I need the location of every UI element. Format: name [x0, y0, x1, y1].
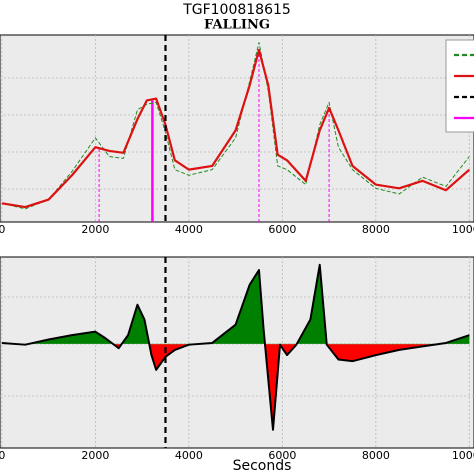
- x-tick-label: 0: [0, 449, 5, 462]
- positive-area: [1, 264, 470, 345]
- series-line: [1, 41, 470, 210]
- x-tick-label: 6000: [268, 449, 296, 462]
- x-tick-label: 4000: [175, 223, 203, 236]
- chart-title: TGF100818615: [182, 2, 291, 18]
- x-tick-label: 10000: [452, 449, 474, 462]
- x-tick-label: 8000: [362, 223, 390, 236]
- h-grid: [0, 77, 474, 397]
- x-axis-label: Seconds: [233, 458, 292, 474]
- x-tick-label: 4000: [175, 449, 203, 462]
- legend-box: [445, 39, 474, 133]
- x-tick-label: 8000: [362, 449, 390, 462]
- x-tick-label: 6000: [268, 223, 296, 236]
- x-tick-label: 2000: [81, 223, 109, 236]
- x-tick-label: 10000: [452, 223, 474, 236]
- curve-line: [1, 263, 470, 431]
- chart-subtitle: FALLING: [204, 18, 270, 33]
- series-line: [1, 48, 471, 209]
- bottom-axes: [0, 256, 474, 449]
- x-tick-label: 0: [0, 223, 5, 236]
- x-tick-label: 2000: [81, 449, 109, 462]
